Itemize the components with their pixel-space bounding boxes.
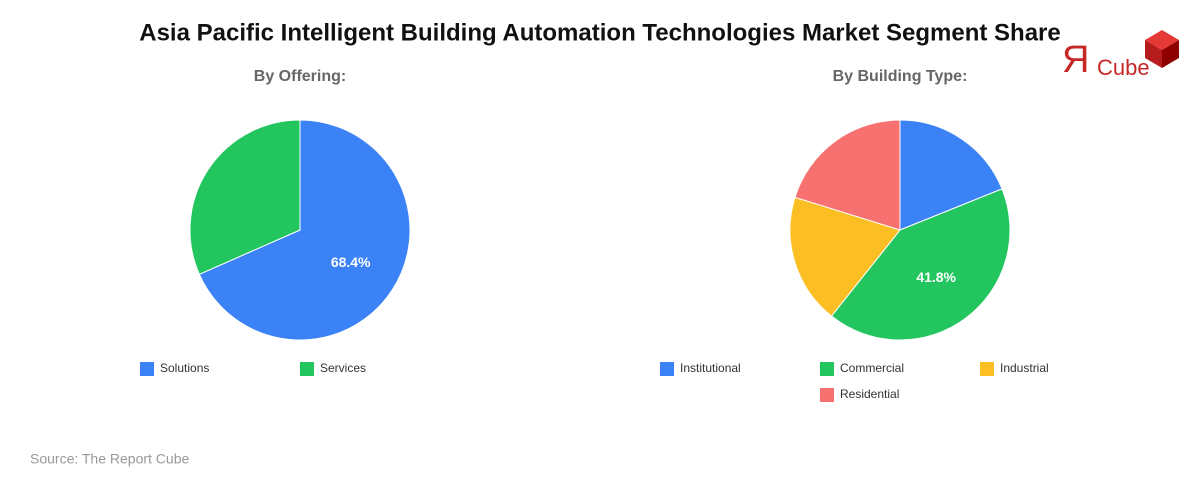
page-title: Asia Pacific Intelligent Building Automa… (139, 19, 1060, 46)
logo-cube-left (1145, 40, 1162, 68)
pie-slice (899, 119, 1003, 231)
legend-swatch (300, 362, 314, 376)
pie-slice (789, 196, 901, 317)
pie-slice (830, 188, 1011, 341)
legend-swatch (820, 362, 834, 376)
data-label: 41.8% (916, 269, 956, 285)
pie-slice (189, 119, 301, 275)
legend-swatch (980, 362, 994, 376)
legend-label: Industrial (1000, 361, 1049, 375)
legend-label: Residential (840, 387, 899, 401)
logo-cube-right (1162, 40, 1179, 68)
legend-label: Commercial (840, 361, 904, 375)
logo-mark: Я (1062, 39, 1089, 81)
legend-label: Services (320, 361, 366, 375)
pie-slice (794, 119, 901, 231)
source-note: Source: The Report Cube (30, 451, 189, 467)
logo-text: Cube (1097, 55, 1150, 80)
logo: Я Cube (1062, 30, 1179, 81)
chart-subtitle: By Building Type: (833, 68, 968, 85)
data-label: 68.4% (331, 254, 371, 270)
legend-swatch (820, 388, 834, 402)
legend-label: Solutions (160, 361, 209, 375)
legend-swatch (140, 362, 154, 376)
legend-label: Institutional (680, 361, 741, 375)
pie-slice (198, 119, 411, 341)
chart-subtitle: By Offering: (254, 68, 346, 85)
legend-swatch (660, 362, 674, 376)
